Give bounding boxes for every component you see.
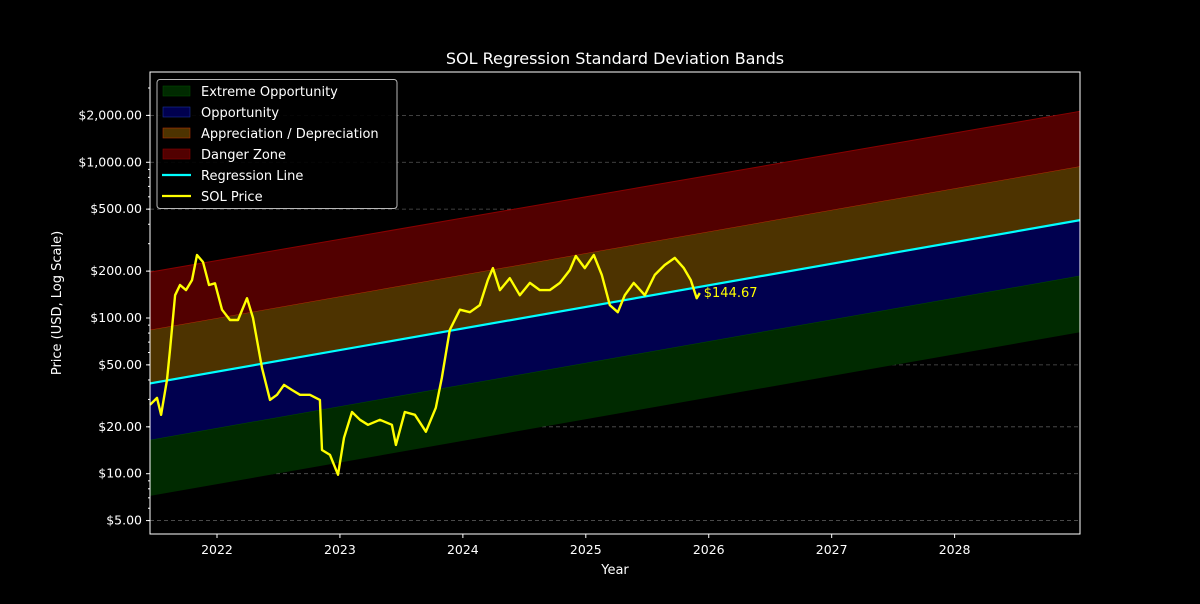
plot-frame <box>149 71 1081 535</box>
legend-swatch <box>162 148 191 160</box>
y-tick-label: $200.00 <box>90 263 142 278</box>
chart-title: SOL Regression Standard Deviation Bands <box>446 49 784 68</box>
y-tick-label: $50.00 <box>98 357 142 372</box>
legend-label: Appreciation / Depreciation <box>201 127 379 142</box>
legend-label: Opportunity <box>201 106 279 121</box>
legend-swatch <box>162 106 191 118</box>
x-tick-label: 2028 <box>939 542 971 557</box>
sol-price-line <box>149 253 701 476</box>
axes: $5.00 $10.00 $20.00 $50.00 $100.00 $200.00 $50… <box>78 87 971 557</box>
x-tick-label: 2023 <box>324 542 356 557</box>
y-tick-label: $5.00 <box>106 513 142 528</box>
legend-swatch <box>162 85 191 97</box>
x-axis-label: Year <box>600 563 629 578</box>
x-tick-label: 2025 <box>570 542 602 557</box>
band-danger-zone <box>150 111 1080 330</box>
legend-swatch <box>162 127 191 139</box>
x-tick-label: 2022 <box>201 542 233 557</box>
band-edge <box>149 110 1081 273</box>
band-extreme-opportunity <box>150 275 1080 496</box>
lines <box>149 219 1081 476</box>
y-tick-label: $100.00 <box>90 310 142 325</box>
legend-label: Regression Line <box>201 169 303 184</box>
legend-box <box>156 79 398 209</box>
band-edge <box>149 165 1081 331</box>
y-axis-label: Price (USD, Log Scale) <box>50 231 65 375</box>
y-tick-label: $10.00 <box>98 466 142 481</box>
y-tick-label: $20.00 <box>98 419 142 434</box>
regression-line <box>149 219 1081 385</box>
x-tick-label: 2024 <box>447 542 479 557</box>
y-tick-label: $1,000.00 <box>78 154 142 169</box>
x-tick-label: 2027 <box>816 542 848 557</box>
y-tick-label: $2,000.00 <box>78 107 142 122</box>
legend: Extreme Opportunity Opportunity Appreciati… <box>156 79 398 209</box>
legend-label: SOL Price <box>201 190 263 205</box>
y-tick-label: $500.00 <box>90 201 142 216</box>
x-tick-label: 2026 <box>693 542 725 557</box>
legend-label: Extreme Opportunity <box>201 85 338 100</box>
band-opportunity <box>150 220 1080 440</box>
band-appreciation-depreciation <box>150 166 1080 384</box>
price-annotation: $144.67 <box>704 286 758 301</box>
legend-label: Danger Zone <box>201 148 286 163</box>
